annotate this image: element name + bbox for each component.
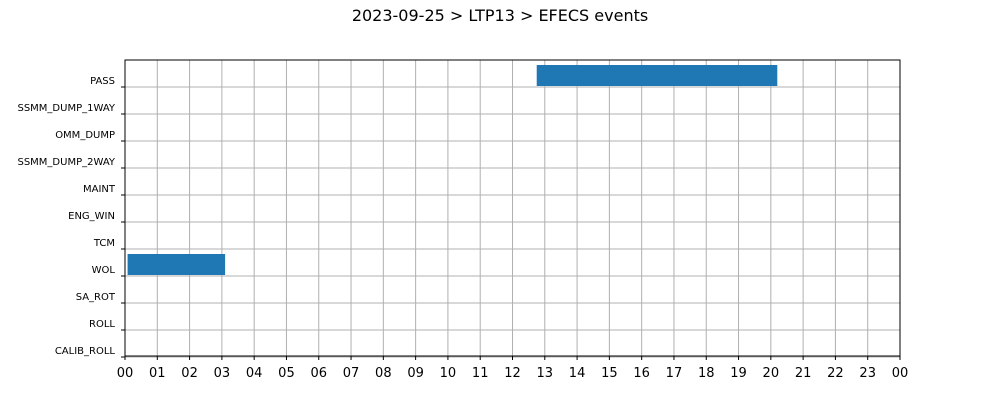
y-tick-label: ROLL bbox=[89, 319, 115, 330]
y-tick-label: ENG_WIN bbox=[68, 211, 115, 222]
bar-layer bbox=[127, 65, 778, 275]
x-tick-label: 23 bbox=[859, 366, 876, 381]
x-tick-label: 03 bbox=[214, 366, 231, 381]
x-tick-label: 05 bbox=[278, 366, 295, 381]
x-tick-label: 18 bbox=[698, 366, 715, 381]
x-tick-label: 06 bbox=[310, 366, 327, 381]
x-tick-label: 02 bbox=[181, 366, 198, 381]
x-tick-label: 22 bbox=[827, 366, 844, 381]
event-bar-pass bbox=[536, 65, 778, 86]
x-tick-label: 13 bbox=[537, 366, 554, 381]
x-tick-label: 11 bbox=[472, 366, 489, 381]
x-tick-label: 04 bbox=[246, 366, 263, 381]
x-tick-label: 19 bbox=[730, 366, 747, 381]
y-tick-label: MAINT bbox=[83, 184, 116, 195]
y-tick-label: TCM bbox=[93, 238, 115, 249]
x-tick-label: 01 bbox=[149, 366, 166, 381]
x-tick-label: 00 bbox=[117, 366, 134, 381]
tick-layer bbox=[121, 86, 901, 360]
y-tick-label: CALIB_ROLL bbox=[55, 346, 116, 357]
grid-layer bbox=[124, 60, 901, 358]
x-tick-label: 10 bbox=[440, 366, 457, 381]
x-tick-label: 07 bbox=[343, 366, 360, 381]
event-bar-wol bbox=[127, 254, 226, 275]
y-tick-label: SSMM_DUMP_1WAY bbox=[17, 103, 115, 114]
x-tick-label: 16 bbox=[633, 366, 650, 381]
chart-title: 2023-09-25 > LTP13 > EFECS events bbox=[351, 6, 649, 25]
y-tick-label: SA_ROT bbox=[76, 292, 116, 303]
x-tick-label: 09 bbox=[407, 366, 424, 381]
y-tick-label: OMM_DUMP bbox=[55, 130, 115, 141]
x-tick-label: 17 bbox=[666, 366, 683, 381]
x-tick-label: 20 bbox=[763, 366, 780, 381]
x-tick-label: 08 bbox=[375, 366, 392, 381]
y-tick-label: WOL bbox=[92, 265, 116, 276]
x-tick-label: 14 bbox=[569, 366, 586, 381]
x-tick-label: 00 bbox=[892, 366, 909, 381]
y-tick-label: PASS bbox=[90, 76, 115, 87]
x-tick-label: 15 bbox=[601, 366, 618, 381]
y-tick-label: SSMM_DUMP_2WAY bbox=[17, 157, 115, 168]
x-tick-label: 12 bbox=[504, 366, 521, 381]
label-layer: 00 01 02 03 04 05 06 07 08 09 10 11 12 13 14 15 16 17 18 19… bbox=[17, 76, 908, 381]
x-tick-label: 21 bbox=[795, 366, 812, 381]
